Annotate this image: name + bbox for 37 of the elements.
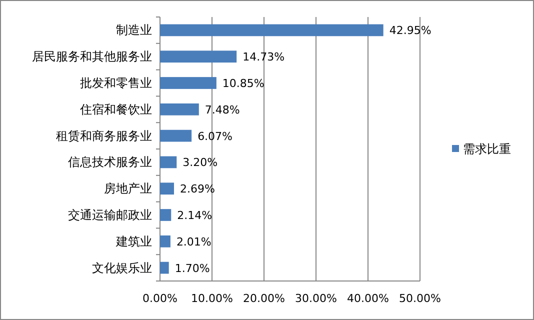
y-tick-label: 交通运输邮政业: [68, 208, 152, 222]
y-tick-label: 文化娱乐业: [92, 260, 152, 275]
bar: [160, 50, 237, 63]
data-label: 10.85%: [222, 77, 264, 90]
bar: [160, 130, 192, 142]
bar: [160, 209, 172, 221]
bar: [160, 235, 170, 248]
y-tick-label: 住宿和餐饮业: [79, 102, 152, 116]
bar: [160, 156, 177, 168]
data-label: 7.48%: [204, 103, 240, 116]
data-label: 2.01%: [176, 235, 212, 248]
x-tick-label: 50.00%: [399, 292, 441, 305]
data-label: 6.07%: [198, 130, 233, 143]
bar: [160, 24, 384, 36]
x-tick-label: 0.00%: [142, 292, 178, 305]
y-tick-label: 租赁和商务服务业: [56, 128, 152, 143]
y-tick-label: 房地产业: [104, 182, 152, 196]
y-tick-label: 批发和零售业: [80, 76, 152, 90]
bar: [160, 182, 174, 195]
x-tick-label: 30.00%: [295, 292, 337, 305]
y-tick-label: 制造业: [116, 23, 152, 38]
bar: [160, 103, 199, 116]
data-label: 42.95%: [389, 24, 432, 38]
data-label: 1.70%: [174, 262, 210, 275]
x-tick-label: 10.00%: [191, 292, 233, 305]
y-tick-label: 居民服务和其他服务业: [32, 50, 152, 64]
bar: [160, 262, 169, 274]
data-label: 2.14%: [177, 209, 212, 222]
legend-label: 需求比重: [463, 142, 511, 156]
y-tick-label: 建筑业: [115, 234, 152, 248]
data-label: 3.20%: [182, 156, 218, 170]
data-label: 2.69%: [180, 182, 215, 196]
data-label: 14.73%: [242, 50, 285, 64]
x-tick-label: 40.00%: [347, 292, 389, 305]
bar: [160, 77, 216, 89]
x-tick-label: 20.00%: [243, 292, 285, 305]
y-tick-label: 信息技术服务业: [68, 155, 152, 170]
